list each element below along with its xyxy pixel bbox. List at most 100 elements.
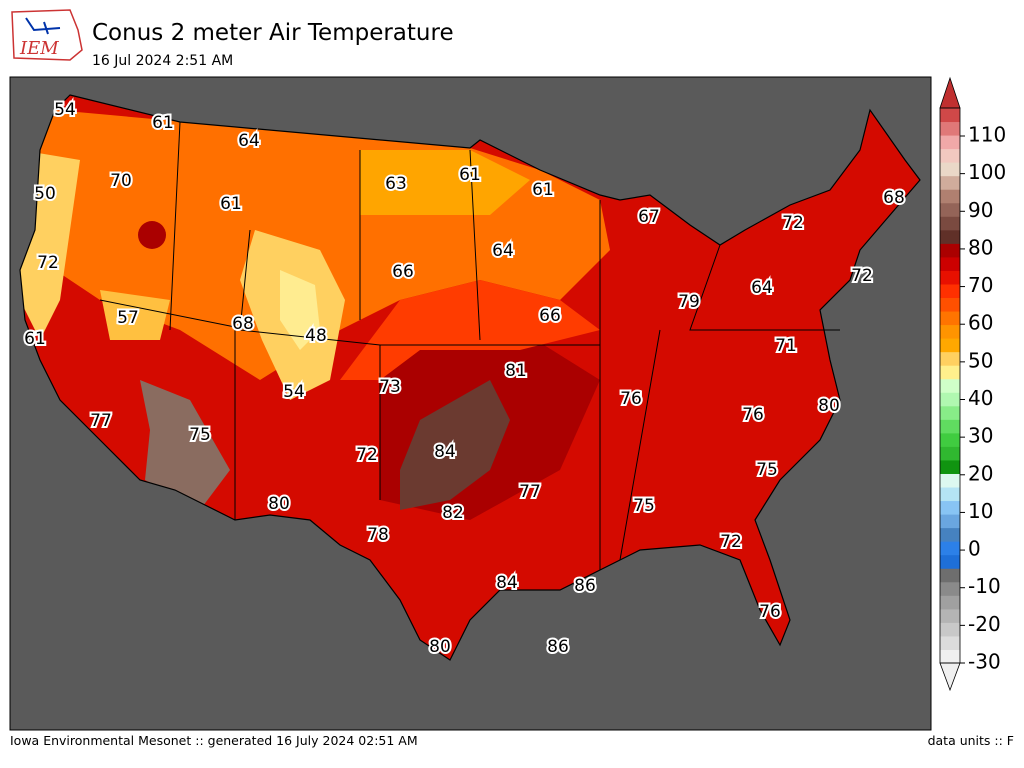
colorbar-tick-label: 90 — [968, 198, 993, 222]
colorbar: -30 -20 -10 0 10 20 30 40 50 60 70 80 90 100 110 — [939, 76, 1006, 692]
colorbar-swatch — [940, 608, 960, 623]
region-fill — [360, 150, 530, 215]
station-value: 64 — [751, 278, 773, 298]
colorbar-swatch — [940, 338, 960, 353]
colorbar-tick-label: 30 — [968, 424, 993, 448]
station-value: 78 — [367, 525, 389, 545]
colorbar-swatch — [940, 595, 960, 610]
colorbar-swatch — [940, 527, 960, 542]
station-value: 77 — [519, 482, 541, 502]
colorbar-tick-label: 10 — [968, 499, 993, 523]
colorbar-swatch — [940, 311, 960, 326]
station-value: 68 — [232, 314, 254, 334]
colorbar-swatch — [940, 297, 960, 312]
station-value: 72 — [356, 445, 378, 465]
station-value: 76 — [759, 602, 781, 622]
station-value: 75 — [756, 460, 778, 480]
colorbar-tick-label: 50 — [968, 348, 993, 372]
colorbar-swatch — [940, 473, 960, 488]
colorbar-swatch — [940, 378, 960, 393]
colorbar-extend — [939, 76, 961, 109]
colorbar-extend — [939, 662, 961, 692]
colorbar-swatch — [940, 405, 960, 420]
station-value: 73 — [379, 377, 401, 397]
region-fill — [100, 290, 170, 340]
station-value: 66 — [539, 306, 561, 326]
colorbar-tick-label: 60 — [968, 311, 993, 335]
station-value: 61 — [152, 113, 174, 133]
colorbar-tick-label: -10 — [968, 574, 1001, 598]
logo: IEM — [11, 9, 83, 61]
colorbar-swatch — [940, 581, 960, 596]
contours — [20, 110, 610, 520]
colorbar-swatch — [940, 324, 960, 339]
colorbar-swatch — [940, 135, 960, 150]
station-value: 84 — [496, 573, 518, 593]
region-fill — [340, 280, 600, 380]
colorbar-swatch — [940, 256, 960, 271]
station-value: 86 — [574, 576, 596, 596]
colorbar-swatch — [940, 392, 960, 407]
colorbar-swatch — [940, 365, 960, 380]
station-value: 79 — [678, 292, 700, 312]
colorbar-tick-label: 100 — [968, 160, 1006, 184]
colorbar-swatch — [940, 121, 960, 136]
colorbar-tick-label: 20 — [968, 461, 993, 485]
colorbar-swatch — [940, 514, 960, 529]
station-value: 81 — [505, 361, 527, 381]
colorbar-tick-label: -30 — [968, 650, 1001, 674]
colorbar-swatch — [940, 459, 960, 474]
map — [9, 76, 932, 731]
station-value: 84 — [434, 442, 456, 462]
station-value: 64 — [492, 241, 514, 261]
colorbar-swatch — [940, 283, 960, 299]
colorbar-swatch — [940, 487, 960, 502]
station-value: 76 — [620, 389, 642, 409]
region-fill — [138, 221, 166, 249]
region-fill — [400, 380, 510, 510]
station-value: 50 — [34, 184, 56, 204]
station-value: 86 — [547, 637, 569, 657]
colorbar-swatch — [940, 500, 960, 515]
colorbar-swatch — [940, 243, 960, 258]
station-value: 80 — [429, 637, 451, 657]
station-value: 63 — [385, 174, 407, 194]
station-value: 82 — [442, 503, 464, 523]
station-value: 48 — [305, 326, 327, 346]
colorbar-tick-label: 40 — [968, 386, 993, 410]
footer-left: Iowa Environmental Mesonet :: generated … — [10, 733, 418, 748]
colorbar-swatch — [940, 229, 960, 244]
colorbar-swatch — [940, 419, 960, 434]
station-value: 72 — [37, 253, 59, 273]
state-borders — [99, 121, 840, 570]
colorbar-swatch — [940, 162, 960, 177]
title: Conus 2 meter Air Temperature — [92, 20, 454, 46]
station-value: 57 — [117, 308, 139, 328]
logo-icon — [25, 17, 61, 35]
colorbar-swatch — [940, 568, 960, 583]
colorbar-tick-label: 0 — [968, 537, 981, 561]
colorbar-tick-label: 80 — [968, 235, 993, 259]
colorbar-swatch — [940, 202, 960, 217]
region-fill — [140, 380, 230, 510]
station-value: 72 — [720, 532, 742, 552]
station-value: 54 — [283, 382, 305, 402]
station-value: 66 — [392, 262, 414, 282]
subtitle: 16 Jul 2024 2:51 AM — [92, 53, 233, 69]
colorbar-swatch — [940, 541, 960, 556]
station-value: 64 — [238, 131, 260, 151]
station-value: 72 — [851, 266, 873, 286]
colorbar-swatch — [940, 622, 960, 637]
colorbar-swatch — [940, 148, 960, 163]
station-value: 71 — [775, 336, 797, 356]
colorbar-swatch — [940, 432, 960, 447]
colorbar-swatch — [940, 270, 960, 285]
station-value: 61 — [220, 194, 242, 214]
colorbar-swatch — [940, 635, 960, 650]
station-value: 72 — [782, 213, 804, 233]
station-value: 80 — [818, 396, 840, 416]
station-values: 54 61 64 50 70 61 63 61 61 67 72 68 72 64 66 72 64 57 68 79… — [22, 98, 907, 659]
colorbar-swatch — [940, 351, 960, 366]
